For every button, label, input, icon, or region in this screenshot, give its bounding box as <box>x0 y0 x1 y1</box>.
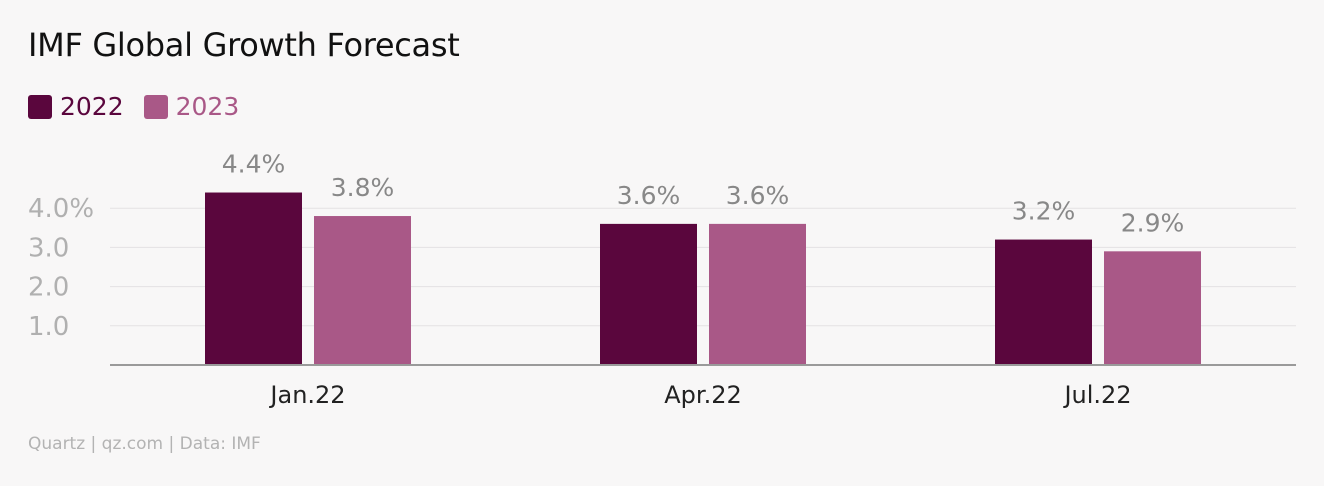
data-label: 3.6% <box>617 181 681 210</box>
bar-2022-2 <box>995 239 1092 365</box>
bar-2023-2 <box>1104 251 1201 365</box>
bar-2022-0 <box>205 192 302 365</box>
legend-swatch-2022 <box>28 94 52 119</box>
legend: 2022 2023 <box>28 92 259 121</box>
x-tick-label: Jan.22 <box>268 381 345 409</box>
bar-2023-0 <box>314 216 411 365</box>
source-credit: Quartz | qz.com | Data: IMF <box>28 434 261 454</box>
legend-item-2023: 2023 <box>143 92 240 121</box>
data-label: 4.4% <box>222 150 286 179</box>
legend-label-2022: 2022 <box>60 92 124 121</box>
legend-label-2023: 2023 <box>175 92 240 121</box>
y-tick-label: 3.0 <box>28 233 69 263</box>
x-tick-label: Jul.22 <box>1062 381 1131 409</box>
y-tick-label: 4.0% <box>28 194 94 224</box>
legend-item-2022: 2022 <box>28 92 124 121</box>
data-label: 3.2% <box>1012 197 1076 226</box>
y-tick-label: 1.0 <box>28 312 69 342</box>
x-tick-label: Apr.22 <box>664 381 741 409</box>
y-tick-label: 2.0 <box>28 273 69 303</box>
data-label: 3.6% <box>726 181 790 210</box>
bar-2023-1 <box>709 223 806 365</box>
legend-swatch-2023 <box>143 94 168 119</box>
data-label: 3.8% <box>331 173 395 202</box>
bar-2022-1 <box>600 223 697 365</box>
data-label: 2.9% <box>1121 208 1185 237</box>
chart-title: IMF Global Growth Forecast <box>28 26 460 64</box>
